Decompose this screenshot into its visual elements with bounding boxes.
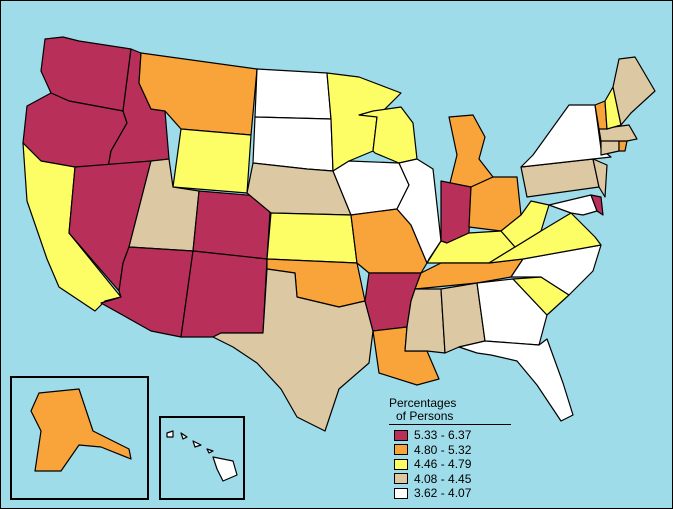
alaska-inset-box: [10, 376, 149, 500]
state-maine: [612, 56, 656, 126]
state-south-dakota: [252, 116, 334, 172]
state-new-mexico: [180, 250, 268, 338]
state-texas: [212, 268, 374, 432]
state-delaware: [590, 194, 604, 216]
legend-swatch: [394, 487, 408, 499]
state-new-jersey: [592, 158, 608, 198]
legend-item: 4.80 - 5.32: [394, 443, 519, 458]
state-maryland: [548, 194, 598, 216]
state-alaska: [30, 388, 132, 472]
legend-label: 5.33 - 6.37: [414, 428, 472, 443]
state-wyoming: [172, 128, 252, 194]
state-north-dakota: [254, 68, 332, 120]
legend-swatch: [394, 444, 408, 456]
state-rhode-island: [618, 140, 628, 152]
legend: Percentages of Persons 5.33 - 6.37 4.80 …: [389, 397, 519, 501]
state-michigan: [448, 114, 494, 188]
state-mississippi: [404, 288, 446, 354]
state-georgia: [476, 278, 548, 346]
legend-label: 3.62 - 4.07: [414, 486, 472, 501]
legend-label: 4.80 - 5.32: [414, 442, 472, 457]
legend-item: 3.62 - 4.07: [394, 486, 519, 501]
legend-item: 5.33 - 6.37: [394, 428, 519, 443]
states-layer: [22, 36, 656, 482]
legend-swatch: [394, 473, 408, 485]
state-florida: [458, 338, 574, 422]
hawaii-inset-box: [159, 416, 245, 500]
legend-label: 4.46 - 4.79: [414, 457, 472, 472]
legend-label: 4.08 - 4.45: [414, 471, 472, 486]
legend-title-line2: of Persons: [396, 409, 454, 423]
legend-divider: [389, 424, 511, 425]
state-kansas: [266, 212, 358, 264]
legend-item: 4.08 - 4.45: [394, 472, 519, 487]
legend-swatch: [394, 458, 408, 470]
legend-title-line1: Percentages: [389, 396, 457, 410]
state-california: [22, 142, 122, 312]
legend-title: Percentages of Persons: [389, 397, 519, 423]
state-hawaii: [166, 430, 238, 482]
legend-item: 4.46 - 4.79: [394, 457, 519, 472]
legend-swatch: [394, 429, 408, 441]
